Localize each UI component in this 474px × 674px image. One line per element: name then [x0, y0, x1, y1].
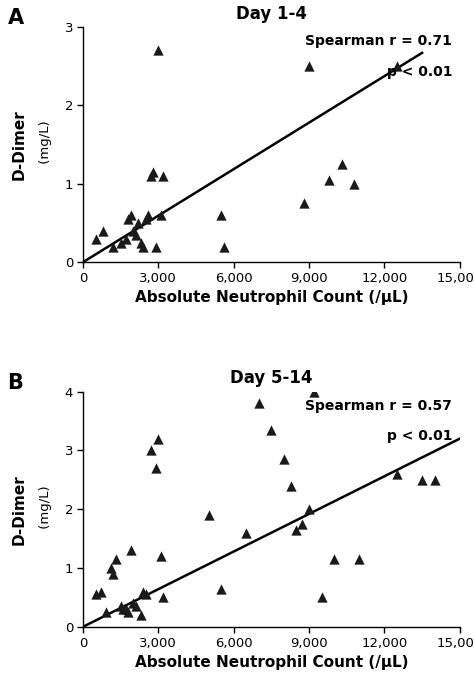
- Point: [152, 462, 160, 473]
- Point: [157, 210, 164, 220]
- Text: p < 0.01: p < 0.01: [387, 65, 452, 79]
- Text: B: B: [8, 373, 23, 393]
- Point: [142, 214, 149, 224]
- Point: [112, 554, 119, 565]
- X-axis label: Absolute Neutrophil Count (/μL): Absolute Neutrophil Count (/μL): [135, 655, 408, 670]
- Point: [99, 225, 107, 236]
- Point: [127, 210, 135, 220]
- X-axis label: Absolute Neutrophil Count (/μL): Absolute Neutrophil Count (/μL): [135, 290, 408, 305]
- Point: [109, 568, 117, 579]
- Text: (mg/L): (mg/L): [39, 485, 52, 533]
- Point: [145, 210, 152, 220]
- Point: [338, 159, 346, 170]
- Point: [393, 468, 401, 479]
- Point: [139, 586, 147, 597]
- Point: [129, 598, 137, 609]
- Point: [147, 171, 155, 181]
- Title: Day 5-14: Day 5-14: [230, 369, 313, 388]
- Point: [325, 175, 333, 185]
- Text: (mg/L): (mg/L): [39, 121, 52, 168]
- Point: [310, 386, 318, 397]
- Point: [109, 241, 117, 252]
- Point: [122, 604, 129, 615]
- Text: Spearman r = 0.57: Spearman r = 0.57: [305, 398, 452, 412]
- Point: [142, 589, 149, 600]
- Point: [127, 545, 135, 556]
- Point: [242, 527, 250, 538]
- Text: A: A: [8, 8, 24, 28]
- Point: [217, 583, 225, 594]
- Point: [119, 604, 127, 615]
- Point: [288, 481, 295, 491]
- Point: [124, 607, 132, 617]
- Point: [318, 592, 325, 603]
- Point: [255, 398, 263, 408]
- Text: Spearman r = 0.71: Spearman r = 0.71: [305, 34, 452, 48]
- Point: [117, 601, 124, 611]
- Point: [132, 229, 139, 240]
- Point: [152, 241, 160, 252]
- Point: [124, 214, 132, 224]
- Point: [160, 171, 167, 181]
- Point: [350, 179, 358, 189]
- Text: p < 0.01: p < 0.01: [387, 429, 452, 443]
- Point: [280, 454, 288, 464]
- Point: [300, 198, 308, 209]
- Point: [129, 225, 137, 236]
- Point: [139, 241, 147, 252]
- Point: [135, 218, 142, 228]
- Point: [205, 510, 212, 520]
- Point: [137, 610, 145, 621]
- Point: [149, 166, 157, 177]
- Point: [117, 237, 124, 248]
- Point: [305, 61, 313, 71]
- Point: [155, 433, 162, 444]
- Point: [91, 589, 100, 600]
- Point: [91, 233, 100, 244]
- Point: [305, 503, 313, 514]
- Point: [122, 233, 129, 244]
- Point: [298, 518, 305, 529]
- Point: [292, 524, 300, 535]
- Text: D-Dimer: D-Dimer: [11, 109, 27, 180]
- Point: [102, 607, 109, 617]
- Point: [147, 445, 155, 456]
- Point: [155, 45, 162, 56]
- Point: [393, 61, 401, 71]
- Point: [137, 237, 145, 248]
- Point: [97, 586, 104, 597]
- Point: [356, 554, 363, 565]
- Point: [330, 554, 338, 565]
- Point: [220, 241, 228, 252]
- Text: D-Dimer: D-Dimer: [11, 474, 27, 545]
- Point: [267, 425, 275, 435]
- Point: [431, 474, 438, 485]
- Point: [107, 563, 114, 574]
- Title: Day 1-4: Day 1-4: [236, 5, 307, 23]
- Point: [132, 601, 139, 611]
- Point: [217, 210, 225, 220]
- Point: [160, 592, 167, 603]
- Point: [418, 474, 426, 485]
- Point: [157, 551, 164, 561]
